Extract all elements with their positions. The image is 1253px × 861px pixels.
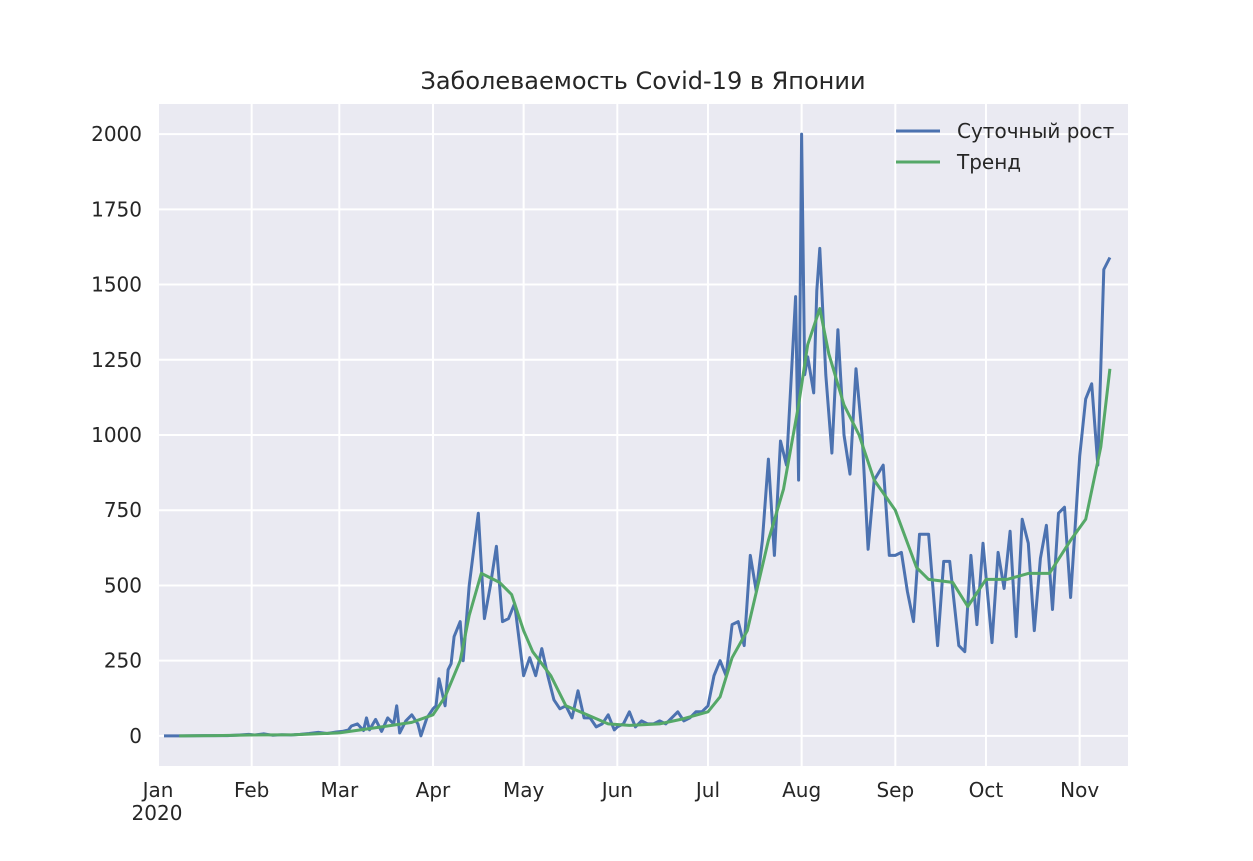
y-tick-label: 0 bbox=[129, 724, 142, 748]
y-tick-label: 1250 bbox=[91, 348, 142, 372]
x-tick-label: Feb bbox=[234, 778, 269, 802]
legend-label: Суточный рост bbox=[957, 119, 1115, 143]
x-tick-label: Jan bbox=[141, 778, 174, 802]
series-line-1 bbox=[164, 132, 1112, 738]
y-tick-label: 250 bbox=[104, 649, 142, 673]
series-layer bbox=[164, 132, 1112, 738]
x-tick-label: Aug bbox=[782, 778, 821, 802]
y-tick-labels: 0 250 500 750 1000 1250 1500 1750 2000 bbox=[91, 122, 142, 748]
y-tick-label: 1500 bbox=[91, 273, 142, 297]
x-year-label: 2020 bbox=[132, 801, 183, 825]
y-tick-label: 1000 bbox=[91, 423, 142, 447]
chart-title: Заболеваемость Covid-19 в Японии bbox=[420, 67, 865, 95]
x-tick-label: Jul bbox=[694, 778, 720, 802]
y-tick-label: 750 bbox=[104, 498, 142, 522]
x-tick-label: Oct bbox=[969, 778, 1004, 802]
x-tick-label: May bbox=[503, 778, 545, 802]
series-line-2 bbox=[179, 307, 1112, 738]
y-tick-label: 500 bbox=[104, 573, 142, 597]
y-tick-label: 2000 bbox=[91, 122, 142, 146]
x-tick-label: Apr bbox=[416, 778, 451, 802]
legend-label: Тренд bbox=[956, 150, 1021, 174]
x-tick-label: Nov bbox=[1060, 778, 1099, 802]
legend: Суточный рост Тренд bbox=[896, 119, 1115, 174]
y-gridlines bbox=[158, 133, 1128, 737]
x-tick-label: Sep bbox=[876, 778, 914, 802]
x-tick-labels: Jan Feb Mar Apr May Jun Jul Aug Sep Oct Nov bbox=[141, 778, 1100, 802]
x-tick-label: Jun bbox=[600, 778, 633, 802]
y-tick-label: 1750 bbox=[91, 197, 142, 221]
x-tick-label: Mar bbox=[320, 778, 359, 802]
